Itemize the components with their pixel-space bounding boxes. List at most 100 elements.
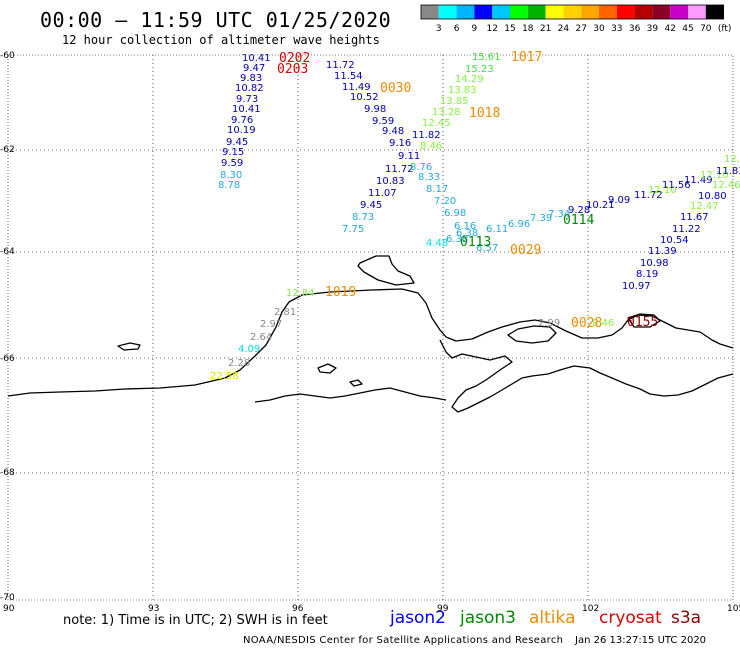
wave-height-value: 12.46 [712, 180, 740, 191]
graticule [8, 55, 733, 600]
color-scale-label: 70 [700, 24, 712, 34]
wave-height-value: 8.46 [420, 141, 442, 152]
wave-height-value: 8.33 [418, 172, 440, 183]
wave-height-value: 15.23 [465, 64, 494, 75]
wave-height-value: 10.98 [640, 258, 669, 269]
wave-height-value: 9.28 [568, 205, 590, 216]
color-scale-label: 21 [540, 24, 551, 34]
wave-height-value: 10.41 [232, 104, 261, 115]
wave-height-value: 9.59 [221, 158, 243, 169]
wave-height-value: 14.29 [455, 74, 484, 85]
footer-credit: NOAA/NESDIS Center for Satellite Applica… [243, 635, 564, 646]
wave-height-value: 4.09 [238, 344, 260, 355]
color-swatch [421, 5, 439, 19]
color-scale-label: 45 [682, 24, 693, 34]
pass-id-label: 0028 [571, 316, 602, 331]
color-swatch [456, 5, 475, 19]
pass-id-label: 1017 [511, 50, 542, 65]
pass-id-label: 0030 [380, 81, 411, 96]
wave-height-value: 10.19 [227, 125, 256, 136]
color-swatch [474, 5, 493, 19]
color-swatch [652, 5, 671, 19]
color-swatch [599, 5, 617, 19]
wave-height-value: 2.28 [228, 358, 250, 369]
pass-id-label: 0155 [627, 315, 658, 330]
wave-height-value: 11.07 [368, 188, 397, 199]
wave-height-value: 11.67 [680, 212, 709, 223]
longitude-label: 93 [148, 604, 159, 614]
map-subtitle: 12 hour collection of altimeter wave hei… [62, 33, 380, 47]
wave-height-value: 12. [724, 154, 740, 165]
longitude-label: 99 [437, 604, 449, 614]
pass-id-label: 1018 [469, 106, 500, 121]
latitude-label: -60 [0, 51, 15, 61]
wave-height-value: 7.75 [342, 224, 364, 235]
footer-note: note: 1) Time is in UTC; 2) SWH is in fe… [63, 613, 328, 628]
color-swatch [670, 5, 688, 19]
satellite-legend-s3a: s3a [671, 608, 702, 628]
wave-height-value: 10.82 [235, 83, 264, 94]
pass-id-label: 1019 [325, 285, 356, 300]
wave-height-value: 2.64 [250, 332, 272, 343]
color-scale-label: 36 [629, 24, 641, 34]
wave-height-value: 22.58 [210, 371, 239, 382]
color-scale-label: 12 [486, 24, 497, 34]
wave-height-value: 10.52 [350, 92, 379, 103]
wave-height-value: 9.98 [364, 104, 386, 115]
wave-height-value: 4.48 [426, 238, 448, 249]
color-swatch [545, 5, 564, 19]
wave-height-value: 8.19 [636, 269, 658, 280]
wave-height-value: 12.10 [648, 185, 677, 196]
footer-timestamp: Jan 26 13:27:15 UTC 2020 [575, 635, 707, 646]
color-scale-label: 30 [593, 24, 605, 34]
coastline-segment [317, 363, 337, 374]
color-scale-label: 6 [454, 24, 460, 34]
satellite-legend-jason2: jason2 [390, 608, 446, 628]
wave-height-value: 6.16 [454, 221, 476, 232]
map-border [7, 54, 734, 601]
coastline-segment [7, 288, 734, 397]
color-swatch [563, 5, 582, 19]
wave-height-value: 9.47 [243, 63, 265, 74]
color-scale-legend: 3 6 9 12 15 18 21 24 27 30 33 36 39 42 45 70 (ft) [420, 4, 731, 34]
pass-id-label: 0029 [510, 243, 541, 258]
wave-height-value: 2.81 [274, 307, 296, 318]
wave-height-value: 9.16 [389, 138, 411, 149]
wave-height-value: 6.11 [486, 224, 508, 235]
wave-height-value: 11.83 [716, 166, 740, 177]
satellite-legend-cryosat: cryosat [599, 608, 662, 628]
wave-height-value: 6.96 [508, 219, 530, 230]
coastline [7, 255, 734, 413]
wave-height-value: 10.80 [698, 191, 727, 202]
pass-id-label: 0113 [460, 235, 491, 250]
coastline-segment [507, 325, 557, 344]
wave-height-value: 8.76 [410, 162, 432, 173]
wave-height-value: 6.98 [444, 208, 466, 219]
color-scale-label: 15 [504, 24, 515, 34]
longitude-label: 102 [582, 604, 599, 614]
color-swatch [438, 5, 457, 19]
wave-height-value: 9.83 [240, 73, 262, 84]
wave-height-value: 8.17 [426, 184, 448, 195]
wave-height-value: 11.82 [412, 130, 441, 141]
wave-height-value: 6.57 [476, 243, 498, 254]
color-scale-label: 42 [664, 24, 675, 34]
wave-height-value: 9.45 [360, 200, 382, 211]
map-frame [7, 54, 734, 601]
longitude-label: 90 [3, 604, 15, 614]
wave-height-value: 11.22 [672, 224, 701, 235]
color-scale-label: 39 [647, 24, 659, 34]
wave-height-value: 10.54 [660, 235, 689, 246]
coastline-segment [357, 255, 415, 286]
wave-height-value: 10.83 [376, 176, 405, 187]
wave-height-value: 10.21 [586, 200, 615, 211]
wave-height-value: 11.39 [648, 246, 677, 257]
latitude-label: -70 [0, 593, 15, 603]
wave-height-value: 7.34 [548, 209, 570, 220]
wave-height-value: 11.56 [662, 180, 691, 191]
wave-height-value: 9.15 [222, 147, 244, 158]
wave-height-value: 13.28 [432, 107, 461, 118]
satellite-legend-altika: altika [529, 608, 576, 628]
